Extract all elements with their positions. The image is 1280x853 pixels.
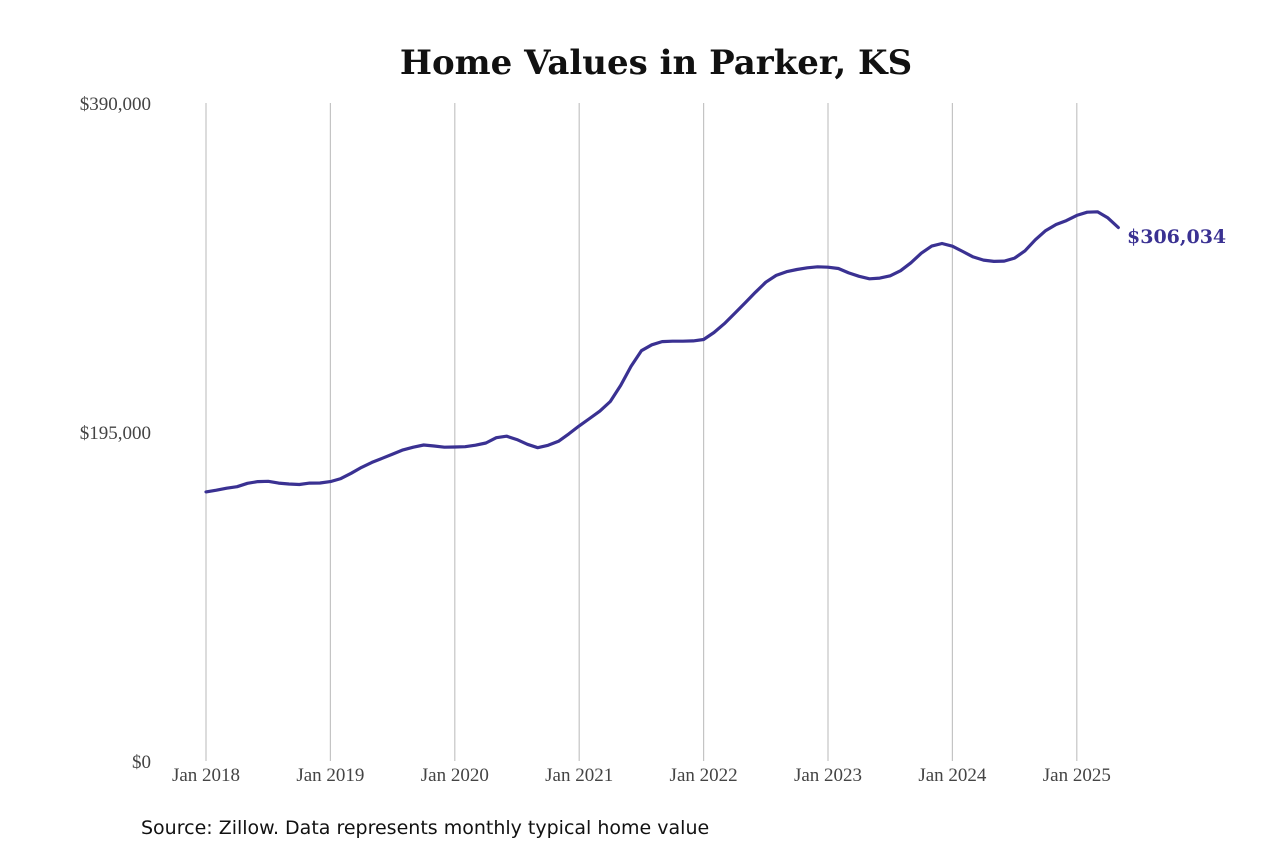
y-tick-label: $0 (132, 752, 151, 773)
x-tick-label: Jan 2025 (1043, 765, 1111, 786)
y-tick-label: $195,000 (80, 423, 151, 444)
series-line (204, 210, 1120, 494)
last-value-label: $306,034 (1127, 226, 1226, 248)
x-tick-label: Jan 2022 (670, 765, 738, 786)
x-tick-label: Jan 2018 (172, 765, 240, 786)
x-tick-label: Jan 2024 (918, 765, 987, 786)
series-layer (204, 210, 1120, 494)
x-axis-ticks: Jan 2018 Jan 2019 Jan 2020 Jan 2021 Jan 2022… (172, 765, 1111, 786)
x-tick-label: Jan 2021 (545, 765, 613, 786)
x-tick-label: Jan 2019 (296, 765, 364, 786)
y-axis-ticks: $0 $195,000 $390,000 (80, 94, 151, 773)
source-note: Source: Zillow. Data represents monthly … (141, 817, 709, 839)
x-tick-label: Jan 2020 (421, 765, 489, 786)
gridlines (205, 103, 1078, 761)
y-tick-label: $390,000 (80, 94, 151, 115)
x-tick-label: Jan 2023 (794, 765, 862, 786)
chart-title: Home Values in Parker, KS (400, 43, 912, 83)
